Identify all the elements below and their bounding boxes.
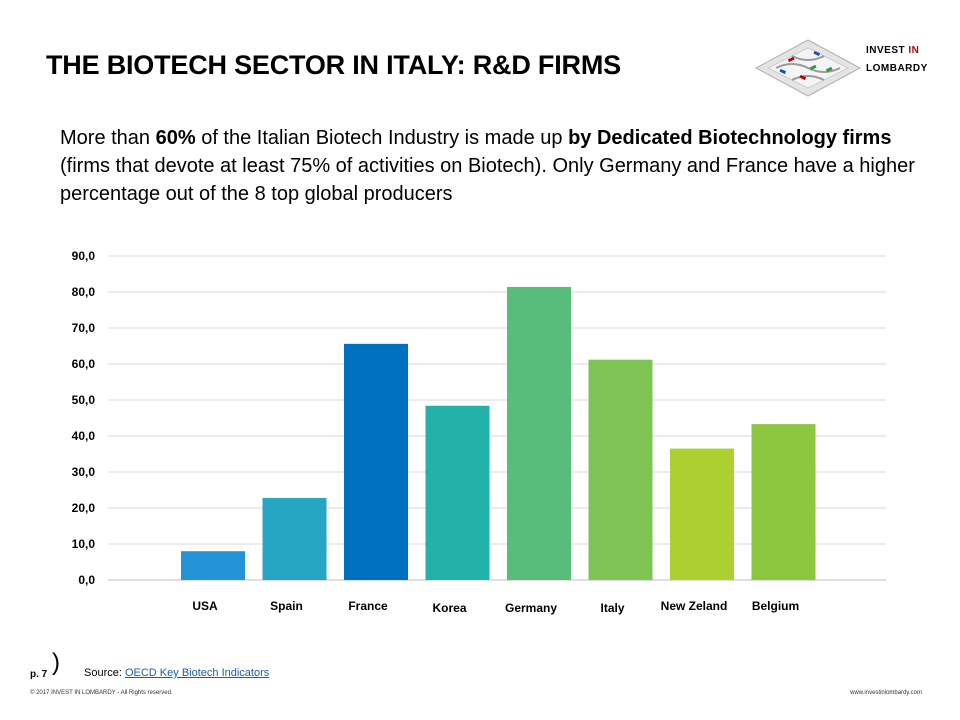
source-link[interactable]: OECD Key Biotech Indicators [124,667,270,679]
y-tick-label: 40,0 [72,429,96,443]
x-category-label: France [348,599,388,613]
source-label: Source: [84,667,125,679]
intro-text-1: More than [60,127,156,149]
page-number: p. 7 [30,669,48,680]
y-tick-label: 10,0 [72,537,96,551]
bar-belgium [751,424,816,580]
brand-name: INVEST IN LOMBARDY [866,42,928,78]
source-line: Source: OECD Key Biotech Indicators [84,667,269,679]
chart-bars [181,286,816,580]
y-tick-label: 0,0 [78,573,95,587]
brand-invest: INVEST [866,45,906,56]
brand-in: IN [908,45,920,56]
page-bracket-icon: ) [52,649,60,676]
brand-lombardy: LOMBARDY [866,63,928,74]
x-category-label: Germany [505,601,557,615]
invest-in-lombardy-logo-icon [754,39,862,97]
intro-bold-2: by Dedicated Biotechnology firms [568,127,892,149]
bar-italy [588,359,653,580]
bar-spain [262,497,327,580]
x-category-label: USA [192,599,218,613]
bar-germany [507,286,571,580]
y-tick-label: 20,0 [72,501,96,515]
intro-text-2: of the Italian Biotech Industry is made … [195,127,569,149]
y-tick-label: 90,0 [72,249,96,263]
bar-new-zeland [670,448,734,580]
x-category-label: New Zeland [661,599,728,613]
bar-france [344,343,408,580]
y-tick-label: 70,0 [72,321,96,335]
x-category-label: Korea [432,601,466,615]
page-title: THE BIOTECH SECTOR IN ITALY: R&D FIRMS [46,50,621,80]
bar-usa [181,551,245,580]
intro-paragraph: More than 60% of the Italian Biotech Ind… [60,124,920,208]
y-tick-label: 30,0 [72,465,96,479]
intro-text-3: (firms that devote at least 75% of activ… [60,155,915,205]
x-category-label: Spain [270,599,303,613]
x-category-label: Belgium [752,599,799,613]
copyright-text: © 2017 INVEST IN LOMBARDY - All Rights r… [30,690,173,696]
chart-labels: 0,0 10,0 20,0 30,0 40,0 50,0 60,0 70,0 80,0 90,0 U… [72,249,800,615]
y-tick-label: 50,0 [72,393,96,407]
x-category-label: Italy [600,601,624,615]
y-tick-label: 80,0 [72,285,96,299]
bar-korea [425,405,490,580]
intro-bold-1: 60% [155,127,196,149]
y-tick-label: 60,0 [72,357,96,371]
website-url: www.investinlombardy.com [850,690,922,696]
